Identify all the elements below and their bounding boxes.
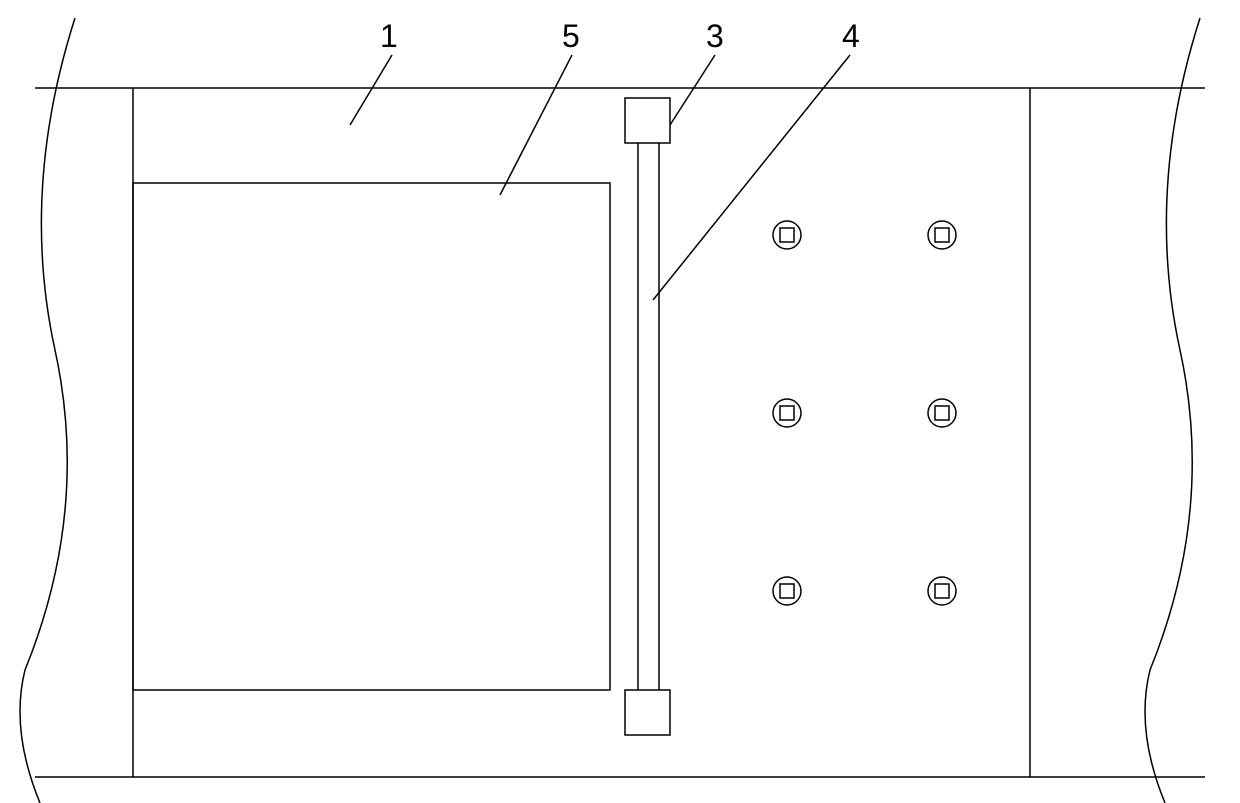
hole-3-1-inner	[780, 584, 794, 598]
hole-2-1-inner	[780, 406, 794, 420]
leader-3	[670, 55, 715, 125]
hole-1-1	[773, 221, 801, 249]
leader-1	[350, 55, 392, 125]
left-break-curve	[20, 18, 75, 803]
hole-1-1-inner	[780, 228, 794, 242]
drawing-svg	[0, 0, 1240, 803]
hinge-bottom-block	[625, 690, 670, 735]
hole-1-2	[928, 221, 956, 249]
hole-2-2-inner	[935, 406, 949, 420]
right-break-curve	[1145, 18, 1200, 803]
hinge-top-block	[625, 98, 670, 143]
label-3: 3	[706, 18, 724, 55]
door-panel	[133, 183, 610, 690]
hole-3-2-inner	[935, 584, 949, 598]
leader-5	[500, 55, 572, 195]
label-4: 4	[842, 18, 860, 55]
hole-3-2	[928, 577, 956, 605]
label-5: 5	[562, 18, 580, 55]
hole-2-1	[773, 399, 801, 427]
technical-diagram: 1 5 3 4	[0, 0, 1240, 803]
hole-1-2-inner	[935, 228, 949, 242]
hole-2-2	[928, 399, 956, 427]
label-1: 1	[380, 18, 398, 55]
leader-4	[653, 55, 850, 300]
hole-3-1	[773, 577, 801, 605]
